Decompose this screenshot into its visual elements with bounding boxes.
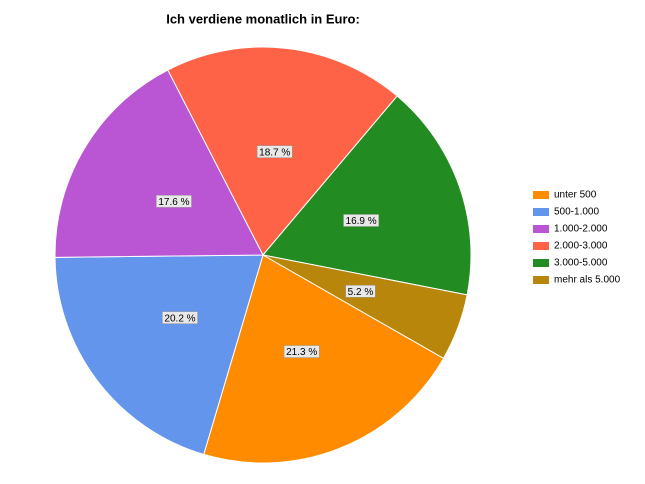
legend-swatch — [533, 225, 549, 233]
legend-label: 2.000-3.000 — [554, 241, 608, 252]
chart-title: Ich verdiene monatlich in Euro: — [166, 11, 360, 26]
data-label: 21.3 % — [286, 347, 317, 358]
legend-label: 500-1.000 — [554, 207, 599, 218]
legend-label: 3.000-5.000 — [554, 258, 608, 269]
legend-label: unter 500 — [554, 190, 597, 201]
pie-slice — [262, 254, 468, 360]
label-background — [343, 214, 379, 227]
label-background — [345, 285, 376, 298]
legend-swatch — [533, 191, 549, 199]
legend-swatch — [533, 276, 549, 284]
label-background — [162, 311, 198, 324]
pie-slice — [54, 254, 264, 455]
pie-slice — [262, 95, 472, 296]
legend-swatch — [533, 259, 549, 267]
data-label: 18.7 % — [259, 147, 290, 158]
data-label: 20.2 % — [164, 313, 195, 324]
label-background — [156, 195, 192, 208]
data-label: 5.2 % — [348, 287, 374, 298]
label-background — [256, 145, 293, 158]
data-label: 17.6 % — [158, 197, 189, 208]
label-background — [283, 345, 320, 358]
legend-label: 1.000-2.000 — [554, 224, 608, 235]
pie-slice — [203, 254, 445, 464]
pie-slice — [54, 69, 264, 258]
legend-label: mehr als 5.000 — [554, 275, 621, 286]
legend-swatch — [533, 242, 549, 250]
data-label: 16.9 % — [346, 216, 377, 227]
legend-swatch — [533, 208, 549, 216]
